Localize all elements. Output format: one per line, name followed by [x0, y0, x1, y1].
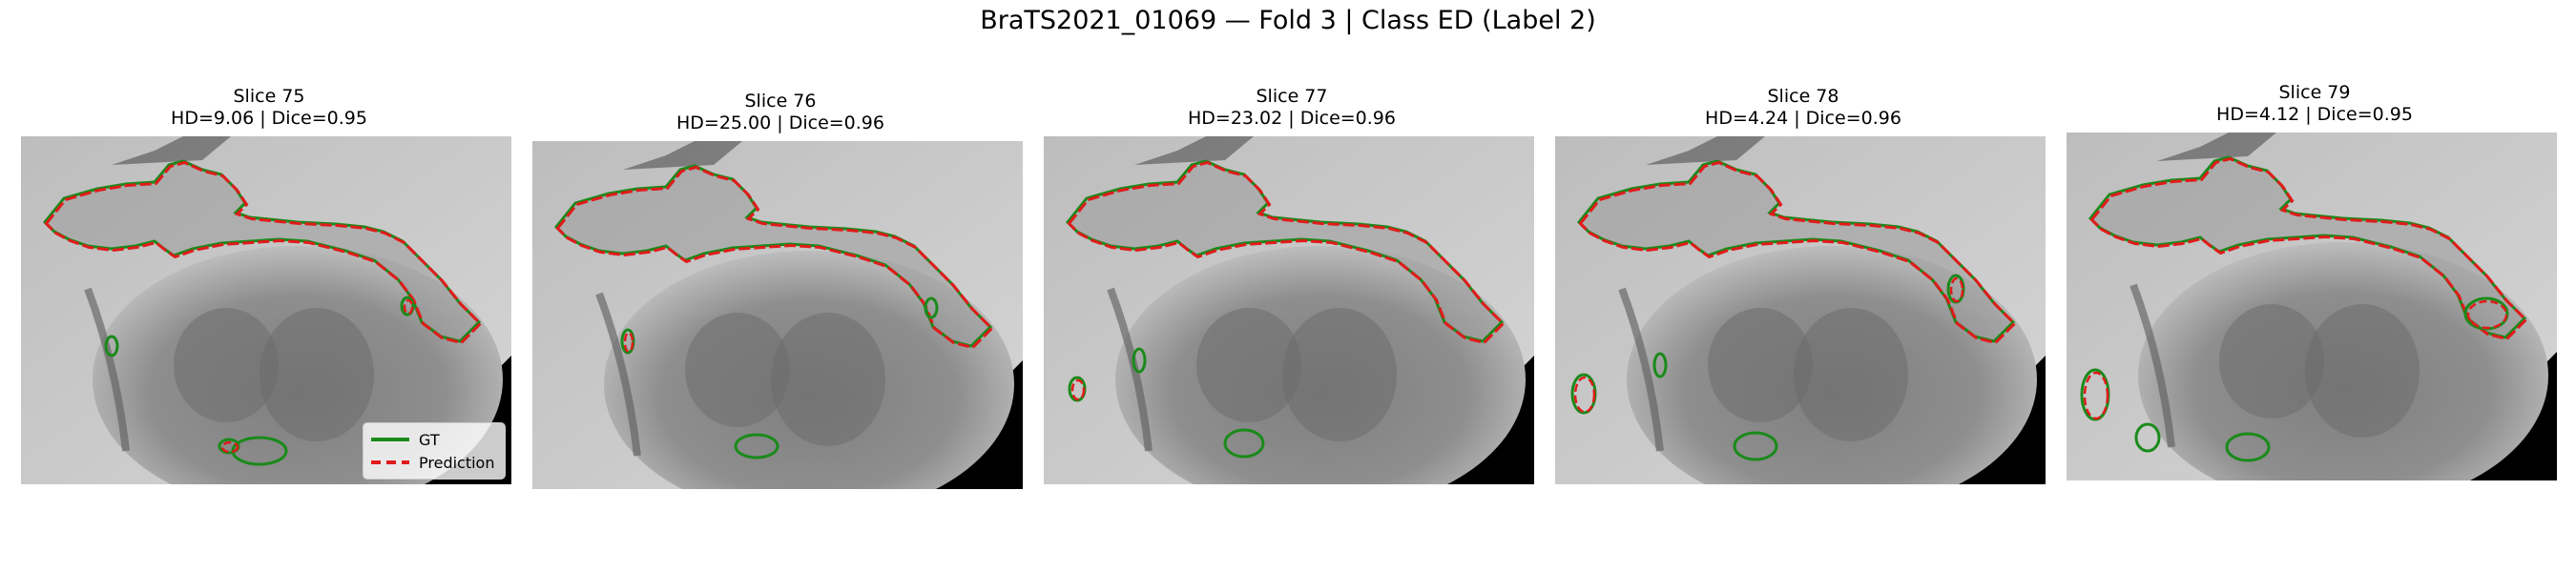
- panel-title: Slice 77 HD=23.02 | Dice=0.96: [1025, 86, 1559, 130]
- mri-slice-image: [1044, 136, 1534, 484]
- prediction-line-icon: [371, 460, 409, 464]
- metrics-label: HD=4.24 | Dice=0.96: [1705, 108, 1901, 129]
- mri-slice-svg: [1044, 136, 1534, 484]
- panel-title: Slice 78 HD=4.24 | Dice=0.96: [1536, 86, 2070, 130]
- legend-item-gt: GT: [371, 430, 440, 449]
- metrics-label: HD=4.12 | Dice=0.95: [2216, 104, 2413, 125]
- metrics-label: HD=25.00 | Dice=0.96: [676, 112, 884, 133]
- mri-slice-image: [532, 141, 1023, 489]
- legend-item-prediction: Prediction: [371, 453, 494, 472]
- metrics-label: HD=9.06 | Dice=0.95: [171, 108, 367, 129]
- legend-label-prediction: Prediction: [419, 453, 495, 472]
- legend-label-gt: GT: [419, 430, 440, 449]
- mri-slice-svg: [532, 141, 1023, 489]
- slice-label: Slice 79: [2278, 82, 2351, 103]
- figure-title: BraTS2021_01069 — Fold 3 | Class ED (Lab…: [980, 6, 1596, 35]
- mri-slice-svg: [2067, 133, 2557, 480]
- gt-line-icon: [371, 438, 409, 441]
- panel-title: Slice 79 HD=4.12 | Dice=0.95: [2047, 82, 2576, 126]
- panel-title: Slice 76 HD=25.00 | Dice=0.96: [513, 91, 1048, 134]
- slice-label: Slice 76: [744, 91, 817, 112]
- slice-label: Slice 78: [1767, 86, 1839, 107]
- panel-title: Slice 75 HD=9.06 | Dice=0.95: [2, 86, 536, 130]
- mri-slice-image: [1555, 136, 2046, 484]
- legend: GT Prediction: [363, 422, 506, 480]
- metrics-label: HD=23.02 | Dice=0.96: [1188, 108, 1396, 129]
- slice-label: Slice 77: [1256, 86, 1328, 107]
- mri-slice-svg: [1555, 136, 2046, 484]
- slice-label: Slice 75: [233, 86, 305, 107]
- mri-slice-image: [2067, 133, 2557, 480]
